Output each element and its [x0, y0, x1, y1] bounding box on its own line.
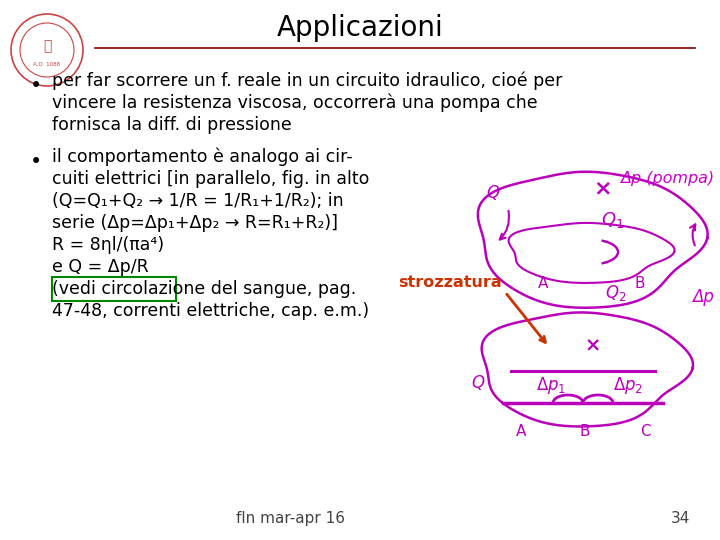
Text: serie (Δp=Δp₁+Δp₂ → R=R₁+R₂)]: serie (Δp=Δp₁+Δp₂ → R=R₁+R₂)] — [52, 214, 338, 232]
Text: $Q_2$: $Q_2$ — [606, 283, 626, 303]
Text: 34: 34 — [670, 511, 690, 526]
Text: Δp: Δp — [692, 288, 714, 306]
Text: Δp (pompa): Δp (pompa) — [620, 171, 714, 186]
Text: per far scorrere un f. reale in un circuito idraulico, cioé per: per far scorrere un f. reale in un circu… — [52, 72, 562, 91]
Text: Q: Q — [487, 184, 500, 202]
Text: R = 8ηl/(πa⁴): R = 8ηl/(πa⁴) — [52, 236, 164, 254]
Text: Applicazioni: Applicazioni — [276, 14, 444, 42]
Text: $\Delta p_2$: $\Delta p_2$ — [613, 375, 643, 396]
Text: Q: Q — [472, 374, 485, 392]
Text: •: • — [30, 152, 42, 172]
Text: 47-48, correnti elettriche, cap. e.m.): 47-48, correnti elettriche, cap. e.m.) — [52, 302, 369, 320]
Text: strozzatura: strozzatura — [398, 275, 502, 290]
Text: $\Delta p_1$: $\Delta p_1$ — [536, 375, 566, 396]
Text: A: A — [538, 275, 548, 291]
Text: •: • — [30, 76, 42, 96]
Text: il comportamento è analogo ai cir-: il comportamento è analogo ai cir- — [52, 148, 353, 166]
Text: ⛪: ⛪ — [42, 39, 51, 53]
Text: ×: × — [594, 178, 612, 198]
Text: cuiti elettrici [in parallelo, fig. in alto: cuiti elettrici [in parallelo, fig. in a… — [52, 170, 369, 188]
Text: $Q_1$: $Q_1$ — [601, 210, 624, 230]
Text: e Q = Δp/R: e Q = Δp/R — [52, 258, 149, 276]
Text: fornisca la diff. di pressione: fornisca la diff. di pressione — [52, 116, 292, 134]
Text: ×: × — [585, 336, 601, 355]
Text: fln mar-apr 16: fln mar-apr 16 — [235, 511, 344, 526]
Text: A.D. 1088: A.D. 1088 — [33, 62, 60, 66]
Text: (Q=Q₁+Q₂ → 1/R = 1/R₁+1/R₂); in: (Q=Q₁+Q₂ → 1/R = 1/R₁+1/R₂); in — [52, 192, 343, 210]
Text: B: B — [635, 276, 645, 292]
Text: (vedi circolazione del sangue, pag.: (vedi circolazione del sangue, pag. — [52, 280, 356, 298]
Text: C: C — [639, 423, 650, 438]
Text: B: B — [580, 423, 590, 438]
Text: vincere la resistenza viscosa, occorrerà una pompa che: vincere la resistenza viscosa, occorrerà… — [52, 94, 538, 112]
Text: A: A — [516, 423, 526, 438]
